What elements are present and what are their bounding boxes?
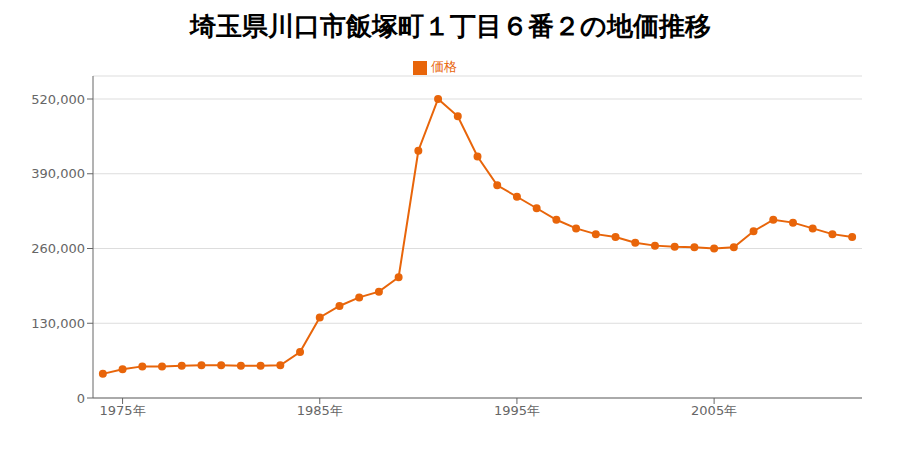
html-text:埼玉県川口市飯塚町１丁目６番２の地価推移: 埼玉県川口市飯塚町１丁目６番２の地価推移 bbox=[189, 11, 711, 41]
html-text:価格: 価格 bbox=[431, 59, 457, 74]
svg-text:2005年: 2005年 bbox=[691, 403, 737, 418]
svg-text:390,000: 390,000 bbox=[31, 166, 85, 181]
svg-text:0: 0 bbox=[77, 391, 85, 406]
svg-text:1995年: 1995年 bbox=[494, 403, 540, 418]
svg-text:130,000: 130,000 bbox=[31, 316, 85, 331]
svg-text:1985年: 1985年 bbox=[297, 403, 343, 418]
svg-text:260,000: 260,000 bbox=[31, 241, 85, 256]
svg-text:1975年: 1975年 bbox=[100, 403, 146, 418]
svg-text:520,000: 520,000 bbox=[31, 92, 85, 107]
